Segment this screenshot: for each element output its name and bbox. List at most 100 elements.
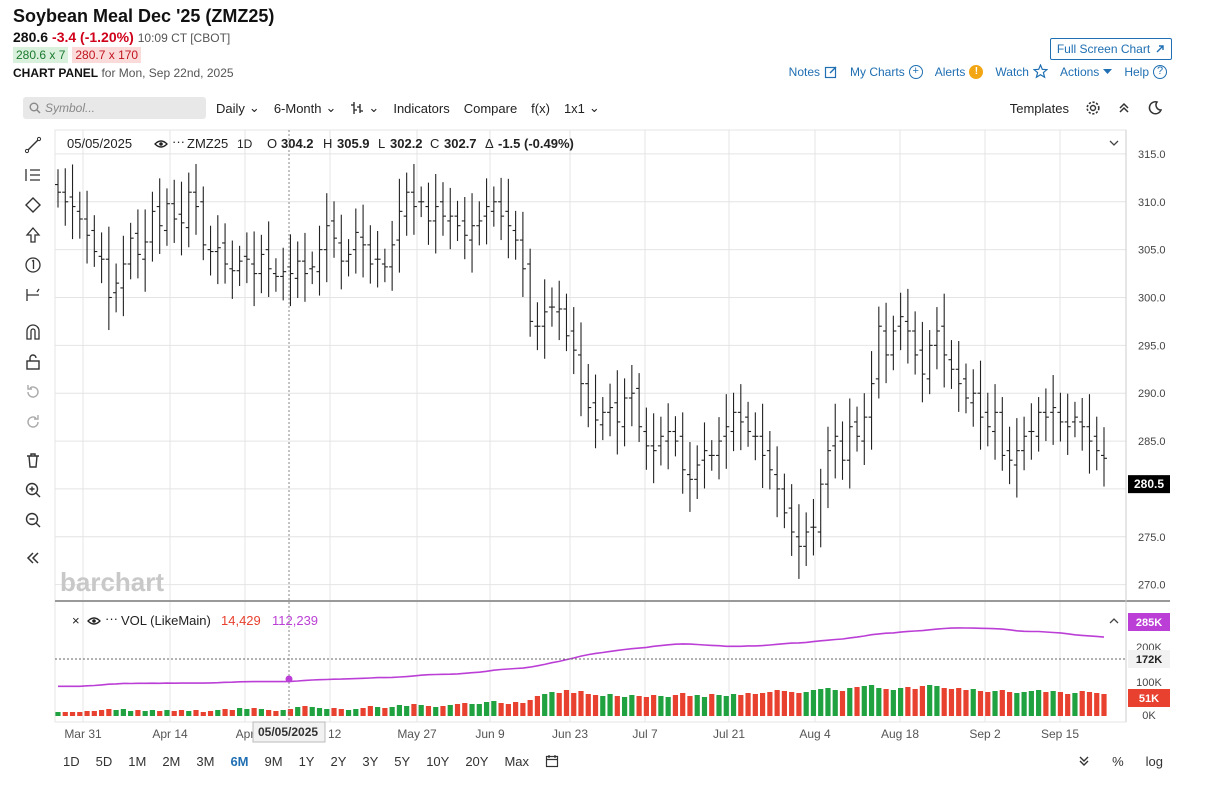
range-select[interactable]: 6-Month ⌄ [274, 100, 337, 116]
trash-icon[interactable] [13, 448, 53, 472]
range-button-3y[interactable]: 3Y [362, 753, 379, 769]
percent-toggle[interactable]: % [1112, 753, 1124, 769]
ohlc-bar [999, 397, 1006, 471]
redo-icon[interactable] [13, 410, 53, 434]
full-screen-chart-button[interactable]: Full Screen Chart [1050, 38, 1172, 60]
ohlc-bar [970, 369, 977, 427]
bar-type-select[interactable]: ⌄ [350, 100, 379, 116]
fx-button[interactable]: f(x) [531, 101, 550, 116]
ohlc-bar [912, 311, 919, 375]
ohlc-bar [795, 504, 802, 579]
volume-bar [338, 709, 344, 716]
volume-bar [1057, 692, 1064, 716]
volume-bar [382, 708, 388, 716]
undo-icon[interactable] [13, 380, 53, 404]
gear-icon[interactable] [1085, 100, 1101, 116]
line-tool-icon[interactable] [13, 133, 53, 157]
range-button-9m[interactable]: 9M [264, 753, 283, 769]
search-icon [29, 102, 41, 114]
y-tick-label: 275.0 [1138, 532, 1166, 544]
collapse-sidebar-icon[interactable] [13, 546, 53, 570]
magnet-icon[interactable] [13, 320, 53, 344]
volume-bar [91, 711, 97, 716]
page-title: Soybean Meal Dec '25 (ZMZ25) [13, 6, 275, 26]
watch-link[interactable]: Watch [995, 64, 1048, 79]
range-button-3m[interactable]: 3M [196, 753, 215, 769]
volume-bar [810, 690, 817, 716]
zoom-out-icon[interactable] [13, 508, 53, 532]
range-button-max[interactable]: Max [504, 753, 530, 769]
volume-bar [316, 708, 323, 716]
volume-bar [687, 696, 693, 716]
vol-avg-label-marker [1128, 613, 1170, 631]
volume-bar [229, 710, 235, 716]
layout-select[interactable]: 1x1 ⌄ [564, 100, 600, 116]
ohlc-bar [1050, 375, 1057, 445]
shape-tool-icon[interactable] [13, 193, 53, 217]
ohlc-bar [788, 484, 795, 556]
range-button-5d[interactable]: 5D [95, 753, 113, 769]
annotation-tool-icon[interactable] [13, 253, 53, 277]
templates-button[interactable]: Templates [1009, 100, 1069, 116]
volume-bar [440, 706, 446, 716]
volume-bar [890, 690, 896, 716]
chevrons-down-icon[interactable] [1078, 755, 1090, 767]
indicators-label: Indicators [393, 100, 450, 116]
arrow-tool-icon[interactable] [13, 223, 53, 247]
range-button-6m[interactable]: 6M [230, 753, 249, 769]
ohlc-bar [62, 168, 69, 226]
chevrons-up-icon[interactable] [1117, 101, 1131, 115]
calendar-icon[interactable] [545, 754, 559, 768]
ohlc-bar [251, 231, 258, 307]
interval-select[interactable]: Daily ⌄ [216, 100, 260, 116]
fibonacci-tool-icon[interactable] [13, 163, 53, 187]
symbol-search-input[interactable]: Symbol... [23, 97, 206, 119]
my-charts-link[interactable]: My Charts + [850, 64, 923, 79]
volume-bar [360, 708, 366, 716]
range-button-1m[interactable]: 1M [128, 753, 147, 769]
ohlc-bar [875, 306, 882, 399]
ohlc-bar [810, 498, 817, 556]
ohlc-bar [134, 209, 141, 279]
range-button-5y[interactable]: 5Y [394, 753, 411, 769]
ohlc-bar [425, 182, 432, 245]
moon-icon[interactable] [1147, 100, 1163, 116]
volume-bar [389, 707, 395, 716]
help-link[interactable]: Help? [1124, 64, 1167, 79]
actions-menu[interactable]: Actions [1060, 65, 1113, 79]
measure-tool-icon[interactable] [13, 283, 53, 307]
volume-bar [694, 695, 700, 716]
ohlc-bar [1079, 398, 1086, 451]
volume-bar [353, 709, 359, 716]
alerts-link[interactable]: Alerts! [935, 64, 984, 79]
ohlc-bar [331, 201, 338, 258]
ohlc-bar [679, 412, 686, 494]
range-button-10y[interactable]: 10Y [426, 753, 450, 769]
indicators-button[interactable]: Indicators [393, 101, 449, 116]
fx-label: f(x) [531, 100, 550, 116]
ohlc-bar [948, 340, 955, 389]
notes-link[interactable]: Notes [789, 65, 838, 79]
range-button-1d[interactable]: 1D [63, 753, 80, 769]
range-button-2m[interactable]: 2M [162, 753, 181, 769]
ohlc-bar [534, 302, 541, 351]
range-button-20y[interactable]: 20Y [465, 753, 489, 769]
ohlc-bar [236, 245, 243, 287]
unlock-icon[interactable] [13, 350, 53, 374]
ohlc-bar [701, 422, 708, 489]
range-button-2y[interactable]: 2Y [330, 753, 347, 769]
zoom-in-icon[interactable] [13, 478, 53, 502]
ohlc-bar [890, 315, 897, 371]
ohlc-bar [752, 412, 759, 461]
legend-collapse-chevron [1109, 140, 1119, 146]
bid-ask: 280.6 x 7 280.7 x 170 [13, 47, 142, 63]
compare-button[interactable]: Compare [464, 101, 517, 116]
price-line: 280.6 -3.4 (-1.20%) 10:09 CT [CBOT] [13, 29, 230, 45]
range-button-1y[interactable]: 1Y [298, 753, 315, 769]
log-toggle[interactable]: log [1145, 753, 1163, 769]
vol-average-value: 112,239 [272, 613, 318, 628]
ohlc-bar [91, 215, 98, 267]
volume-bar [280, 710, 286, 716]
legend-open: 304.2 [281, 136, 314, 151]
